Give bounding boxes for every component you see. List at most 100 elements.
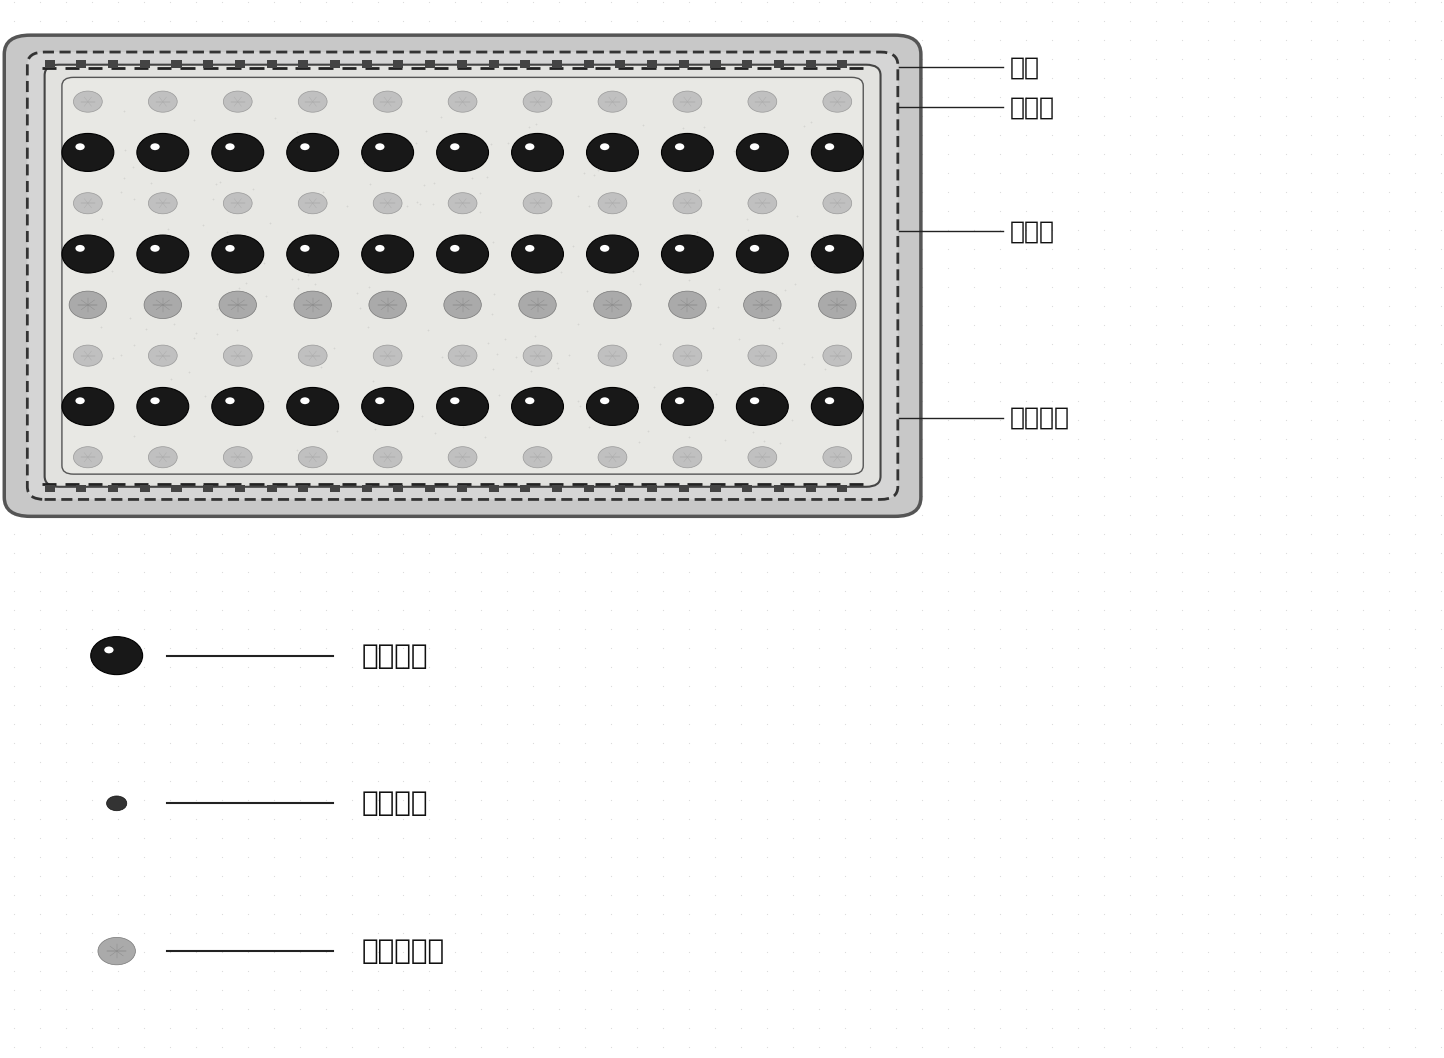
- Point: [1352, 450, 1375, 467]
- Point: [365, 488, 388, 505]
- Point: [469, 526, 492, 543]
- Point: [3, 659, 26, 676]
- Point: [755, 127, 778, 144]
- Point: [339, 298, 362, 315]
- Point: [443, 51, 466, 68]
- Point: [885, 70, 908, 87]
- Point: [1430, 659, 1444, 676]
- Point: [1067, 982, 1090, 999]
- Point: [859, 373, 882, 390]
- Point: [443, 450, 466, 467]
- Point: [1404, 887, 1427, 904]
- Point: [989, 70, 1012, 87]
- Point: [107, 526, 130, 543]
- Point: [339, 165, 362, 182]
- Point: [989, 469, 1012, 486]
- Point: [885, 203, 908, 220]
- Point: [1274, 108, 1297, 125]
- Point: [859, 469, 882, 486]
- Circle shape: [812, 387, 864, 425]
- Point: [29, 241, 52, 258]
- Point: [963, 849, 986, 865]
- Point: [107, 810, 130, 827]
- Point: [1092, 1020, 1115, 1037]
- Point: [1196, 678, 1219, 695]
- Point: [1248, 906, 1271, 923]
- Point: [755, 184, 778, 201]
- Point: [677, 146, 700, 163]
- Point: [963, 734, 986, 751]
- Circle shape: [69, 291, 107, 318]
- Point: [1222, 450, 1245, 467]
- Point: [133, 412, 156, 428]
- Point: [339, 944, 362, 961]
- Point: [599, 146, 622, 163]
- Point: [1041, 335, 1064, 352]
- Point: [495, 431, 518, 448]
- Point: [3, 944, 26, 961]
- Point: [1196, 640, 1219, 657]
- Point: [133, 222, 156, 239]
- Point: [211, 526, 234, 543]
- Point: [81, 791, 104, 808]
- Bar: [456, 60, 466, 68]
- Point: [133, 89, 156, 106]
- Point: [599, 982, 622, 999]
- Point: [237, 849, 260, 865]
- Point: [1015, 317, 1038, 334]
- FancyBboxPatch shape: [62, 77, 864, 474]
- Point: [469, 32, 492, 49]
- Point: [495, 127, 518, 144]
- Point: [237, 659, 260, 676]
- Point: [289, 165, 312, 182]
- Point: [755, 279, 778, 296]
- Point: [1067, 32, 1090, 49]
- Point: [547, 450, 570, 467]
- Point: [443, 982, 466, 999]
- Point: [1196, 373, 1219, 390]
- Point: [469, 373, 492, 390]
- Point: [365, 0, 388, 11]
- Point: [29, 1001, 52, 1018]
- Point: [651, 564, 674, 581]
- Point: [1015, 659, 1038, 676]
- Point: [81, 868, 104, 884]
- Point: [937, 127, 960, 144]
- Point: [885, 335, 908, 352]
- Point: [289, 488, 312, 505]
- Point: [237, 412, 260, 428]
- Point: [859, 925, 882, 942]
- Circle shape: [661, 235, 713, 273]
- Point: [1222, 659, 1245, 676]
- Point: [729, 678, 752, 695]
- Point: [495, 1001, 518, 1018]
- Point: [521, 412, 544, 428]
- Point: [263, 829, 286, 846]
- Point: [885, 108, 908, 125]
- Point: [3, 335, 26, 352]
- Point: [755, 716, 778, 733]
- Point: [1170, 203, 1193, 220]
- Point: [703, 184, 726, 201]
- Point: [263, 906, 286, 923]
- Point: [651, 335, 674, 352]
- Point: [289, 335, 312, 352]
- Point: [599, 450, 622, 467]
- Circle shape: [451, 398, 459, 404]
- Point: [81, 659, 104, 676]
- Point: [1326, 1001, 1349, 1018]
- Point: [1248, 545, 1271, 562]
- Point: [391, 564, 414, 581]
- Point: [263, 184, 286, 201]
- Point: [495, 887, 518, 904]
- Point: [651, 640, 674, 657]
- Point: [729, 1001, 752, 1018]
- Point: [573, 354, 596, 371]
- Point: [495, 13, 518, 30]
- Point: [29, 716, 52, 733]
- Point: [807, 678, 830, 695]
- Point: [677, 222, 700, 239]
- Point: [729, 982, 752, 999]
- Point: [185, 488, 208, 505]
- Point: [1118, 165, 1141, 182]
